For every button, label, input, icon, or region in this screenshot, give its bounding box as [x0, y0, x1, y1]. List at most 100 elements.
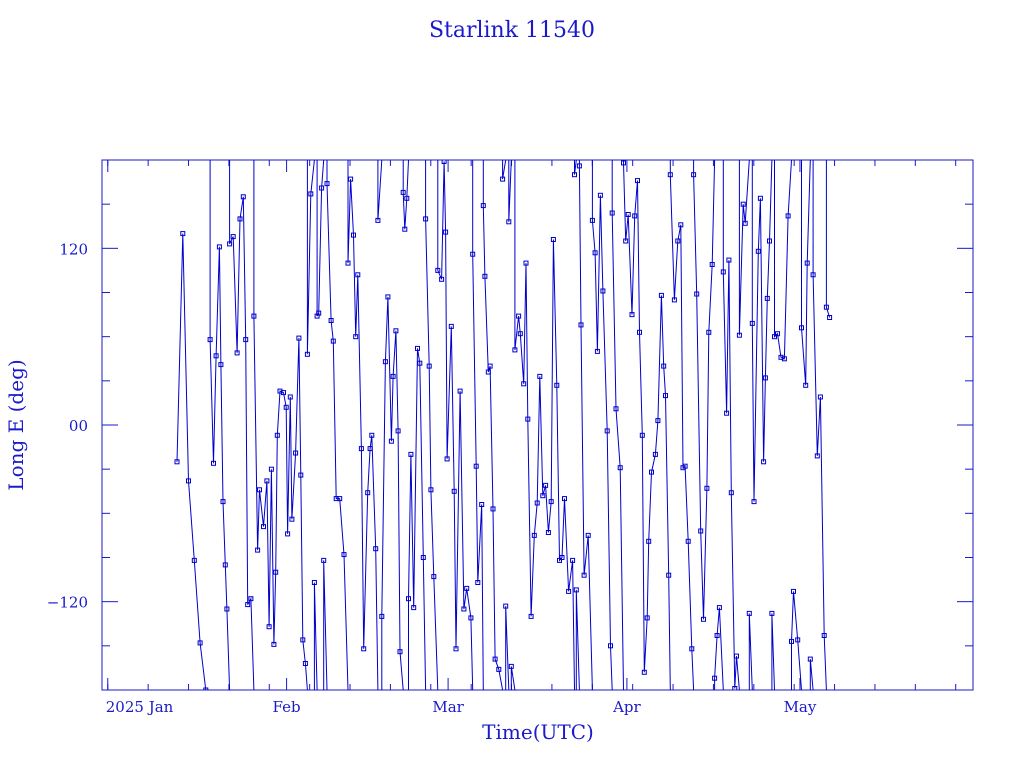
data-point [461, 606, 467, 612]
data-point [545, 530, 551, 535]
data-point [742, 220, 748, 226]
data-point [191, 557, 197, 563]
axis-tick-labels: 2025 Jan Feb Mar Apr May −120 00 120 [47, 240, 817, 716]
data-point [785, 213, 791, 219]
data-point [789, 638, 794, 644]
chart-title: Starlink 11540 [429, 18, 595, 43]
data-point [296, 335, 302, 341]
data-point [482, 273, 488, 279]
data-point [480, 203, 486, 209]
data-point [439, 276, 445, 282]
data-point [302, 661, 308, 666]
data-point [300, 637, 306, 643]
data-point [678, 222, 684, 228]
data-point [751, 499, 757, 505]
data-point [234, 350, 240, 356]
data-point [592, 250, 598, 256]
data-point [562, 496, 567, 502]
data-point [417, 360, 423, 366]
data-point [207, 337, 213, 343]
data-point [222, 562, 228, 568]
data-point [487, 363, 493, 369]
data-point [716, 605, 722, 611]
data-point [353, 334, 359, 340]
data-point [506, 219, 512, 225]
data-point [548, 499, 554, 505]
data-point [361, 646, 367, 652]
data-point [203, 687, 209, 690]
data-point [348, 176, 354, 182]
data-point [791, 588, 796, 594]
data-point [827, 315, 833, 320]
data-point [769, 610, 775, 616]
data-point [576, 163, 582, 169]
data-point [817, 394, 823, 400]
data-point [224, 606, 230, 612]
data-point [251, 313, 257, 319]
data-point [537, 373, 543, 379]
x-tick-label: May [784, 698, 817, 716]
data-point [761, 459, 767, 465]
data-point [324, 181, 330, 187]
data-point [649, 469, 654, 475]
data-point [804, 260, 810, 266]
data-point [174, 459, 180, 465]
x-axis-label: Time(UTC) [482, 720, 594, 744]
data-point [581, 572, 587, 578]
data-point [379, 613, 385, 619]
data-point [698, 528, 704, 534]
data-point [594, 348, 600, 354]
data-point [180, 231, 186, 237]
data-point [274, 432, 280, 438]
data-point [266, 624, 272, 630]
data-point [734, 653, 739, 659]
data-point [767, 238, 772, 244]
data-point [397, 649, 403, 655]
data-point [268, 466, 274, 472]
data-point [186, 478, 191, 484]
data-point [701, 616, 706, 622]
data-point [211, 460, 216, 466]
data-point [714, 633, 720, 638]
data-point [248, 596, 254, 602]
data-point [566, 588, 572, 594]
data-point [572, 172, 577, 178]
data-point [426, 363, 432, 369]
data-point [629, 312, 635, 318]
data-point [597, 192, 603, 198]
data-point [667, 172, 673, 178]
data-point [304, 351, 310, 357]
data-point [512, 347, 518, 353]
data-point [448, 323, 454, 329]
data-point [623, 238, 629, 244]
data-point [821, 633, 827, 638]
data-point [435, 267, 441, 273]
data-point [589, 217, 595, 223]
data-point [807, 656, 813, 662]
data-point [400, 189, 406, 195]
data-point [444, 456, 450, 462]
data-point [468, 615, 474, 621]
data-point [810, 272, 816, 278]
data-point [213, 353, 219, 359]
data-point [746, 610, 752, 616]
data-point [281, 390, 286, 396]
data-point [740, 201, 746, 207]
data-point [321, 557, 327, 563]
y-tick-label: 00 [69, 417, 88, 435]
data-point [273, 569, 279, 575]
data-point [358, 446, 364, 452]
data-point [406, 596, 411, 602]
data-point [395, 428, 401, 434]
data-point [345, 260, 351, 266]
data-point [453, 646, 459, 652]
data-point [500, 176, 506, 182]
data-point [415, 345, 420, 351]
data-point [404, 195, 410, 201]
data-point [706, 329, 712, 335]
data-point [803, 382, 809, 388]
data-point [470, 251, 476, 257]
data-point [369, 432, 375, 438]
data-point [308, 191, 314, 197]
